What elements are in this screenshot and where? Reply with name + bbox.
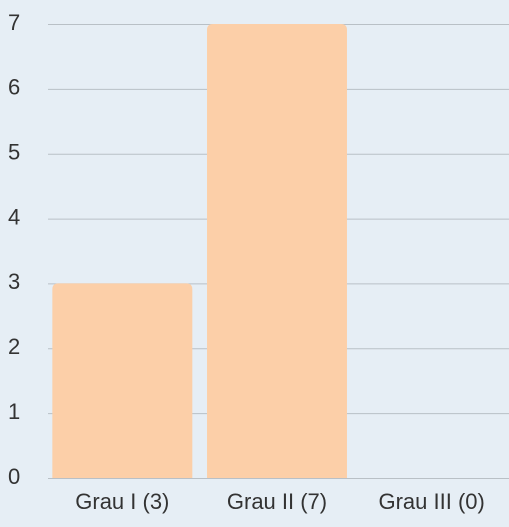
bar xyxy=(207,24,347,478)
y-tick-label: 5 xyxy=(8,140,20,165)
y-tick-label: 4 xyxy=(8,204,20,229)
y-tick-label: 2 xyxy=(8,334,20,359)
y-tick-label: 6 xyxy=(8,75,20,100)
x-tick-label: Grau II (7) xyxy=(227,489,327,514)
y-tick-label: 1 xyxy=(8,399,20,424)
x-tick-label: Grau I (3) xyxy=(75,489,169,514)
y-tick-label: 3 xyxy=(8,269,20,294)
y-tick-label: 0 xyxy=(8,464,20,489)
bar xyxy=(52,283,193,478)
x-tick-label: Grau III (0) xyxy=(378,489,484,514)
y-tick-label: 7 xyxy=(8,10,20,35)
